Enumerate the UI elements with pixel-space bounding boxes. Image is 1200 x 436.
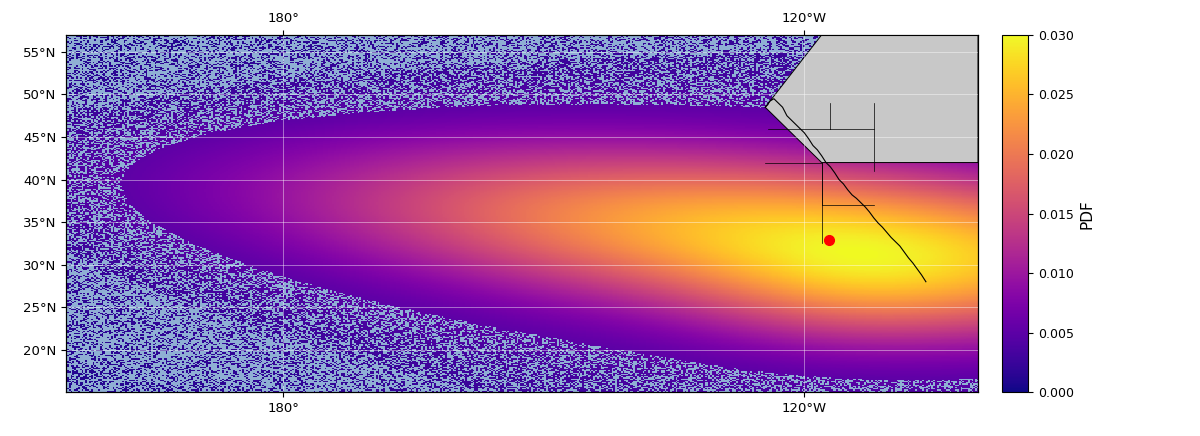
- Y-axis label: PDF: PDF: [1080, 199, 1094, 228]
- Polygon shape: [766, 35, 978, 163]
